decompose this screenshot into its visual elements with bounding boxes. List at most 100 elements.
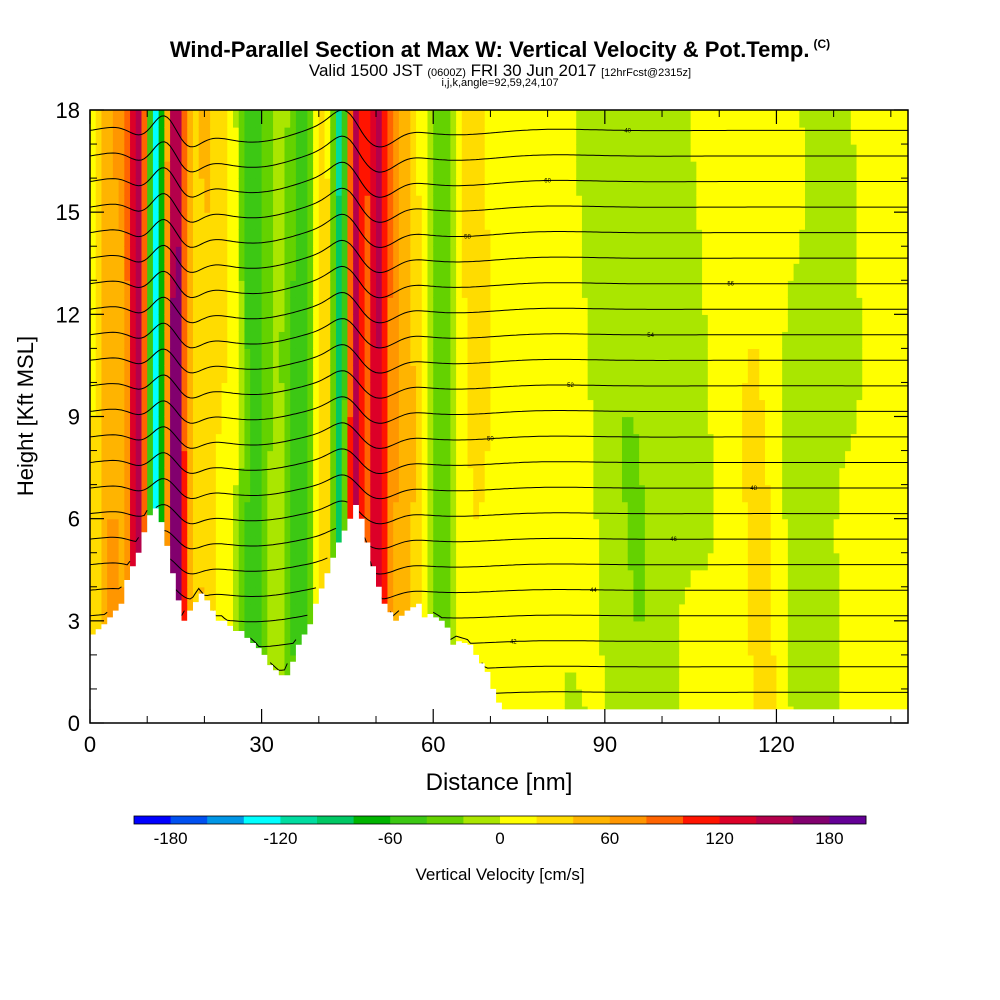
velocity-cell (576, 637, 583, 656)
velocity-cell (187, 467, 194, 486)
velocity-cell (101, 365, 108, 384)
velocity-cell (221, 127, 228, 145)
velocity-cell (284, 603, 291, 622)
velocity-cell (833, 314, 840, 332)
velocity-cell (684, 416, 692, 435)
velocity-cell (507, 450, 514, 469)
velocity-cell (570, 195, 577, 213)
velocity-cell (742, 348, 749, 367)
velocity-cell (141, 127, 148, 145)
velocity-cell (742, 450, 749, 469)
velocity-cell (547, 637, 554, 656)
velocity-cell (124, 280, 131, 298)
velocity-cell (101, 178, 108, 196)
velocity-cell (587, 433, 594, 452)
velocity-cell (238, 501, 246, 520)
velocity-cell (238, 229, 246, 247)
velocity-cell (130, 127, 137, 145)
velocity-cell (387, 246, 394, 264)
velocity-cell (627, 212, 635, 230)
velocity-cell (438, 467, 446, 486)
velocity-cell (181, 229, 188, 247)
velocity-cell (461, 586, 469, 605)
velocity-cell (764, 127, 772, 145)
velocity-cell (198, 297, 206, 315)
velocity-cell (650, 263, 657, 281)
velocity-cell (850, 467, 858, 486)
velocity-cell (330, 127, 337, 145)
velocity-cell (724, 603, 732, 622)
velocity-cell (604, 195, 612, 213)
velocity-cell (387, 433, 394, 452)
velocity-cell (290, 314, 297, 332)
velocity-cell (873, 195, 880, 213)
velocity-cell (519, 178, 526, 196)
velocity-cell (576, 297, 583, 315)
velocity-cell (135, 518, 143, 537)
velocity-cell (278, 212, 286, 230)
velocity-cell (484, 297, 492, 315)
velocity-cell (707, 212, 715, 230)
velocity-cell (478, 297, 486, 315)
velocity-cell (719, 348, 726, 367)
velocity-cell (667, 331, 675, 349)
velocity-cell (187, 416, 194, 435)
velocity-cell (507, 263, 514, 281)
velocity-cell (284, 586, 291, 605)
velocity-cell (873, 535, 880, 554)
velocity-cell (679, 110, 686, 128)
velocity-cell (393, 484, 400, 503)
velocity-cell (261, 331, 268, 349)
velocity-cell (856, 399, 863, 418)
velocity-cell (267, 110, 274, 128)
velocity-cell (833, 433, 840, 452)
velocity-cell (501, 501, 509, 520)
velocity-cell (850, 331, 858, 349)
velocity-cell (267, 484, 274, 503)
velocity-cell (192, 195, 200, 213)
velocity-cell (644, 620, 652, 639)
velocity-cell (564, 280, 572, 298)
velocity-cell (261, 314, 268, 332)
velocity-cell (833, 501, 840, 520)
velocity-cell (833, 450, 840, 469)
velocity-cell (845, 467, 852, 486)
velocity-cell (273, 433, 280, 452)
velocity-cell (581, 671, 589, 690)
velocity-cell (873, 297, 880, 315)
velocity-cell (621, 212, 629, 230)
velocity-cell (456, 348, 463, 367)
velocity-cell (427, 212, 434, 230)
velocity-cell (662, 348, 669, 367)
velocity-cell (507, 348, 514, 367)
velocity-cell (192, 127, 200, 145)
velocity-cell (238, 212, 246, 230)
velocity-cell (267, 263, 274, 281)
velocity-cell (490, 382, 497, 401)
velocity-cell (95, 246, 103, 264)
velocity-cell (753, 501, 760, 520)
velocity-cell (650, 161, 657, 179)
velocity-cell (673, 331, 680, 349)
velocity-cell (770, 535, 778, 554)
velocity-cell (810, 518, 818, 537)
velocity-cell (833, 484, 840, 503)
velocity-cell (850, 348, 858, 367)
velocity-cell (135, 246, 143, 264)
velocity-cell (639, 110, 646, 128)
velocity-cell (438, 297, 446, 315)
velocity-cell (438, 246, 446, 264)
velocity-cell (450, 110, 457, 128)
velocity-cell (547, 127, 554, 145)
velocity-cell (799, 450, 806, 469)
velocity-cell (679, 263, 686, 281)
velocity-cell (152, 195, 160, 213)
velocity-cell (633, 144, 640, 162)
velocity-cell (684, 433, 692, 452)
velocity-cell (833, 144, 840, 162)
velocity-cell (278, 654, 286, 673)
velocity-cell (644, 569, 652, 588)
velocity-cell (656, 110, 663, 128)
velocity-cell (747, 620, 755, 639)
velocity-cell (347, 331, 354, 349)
